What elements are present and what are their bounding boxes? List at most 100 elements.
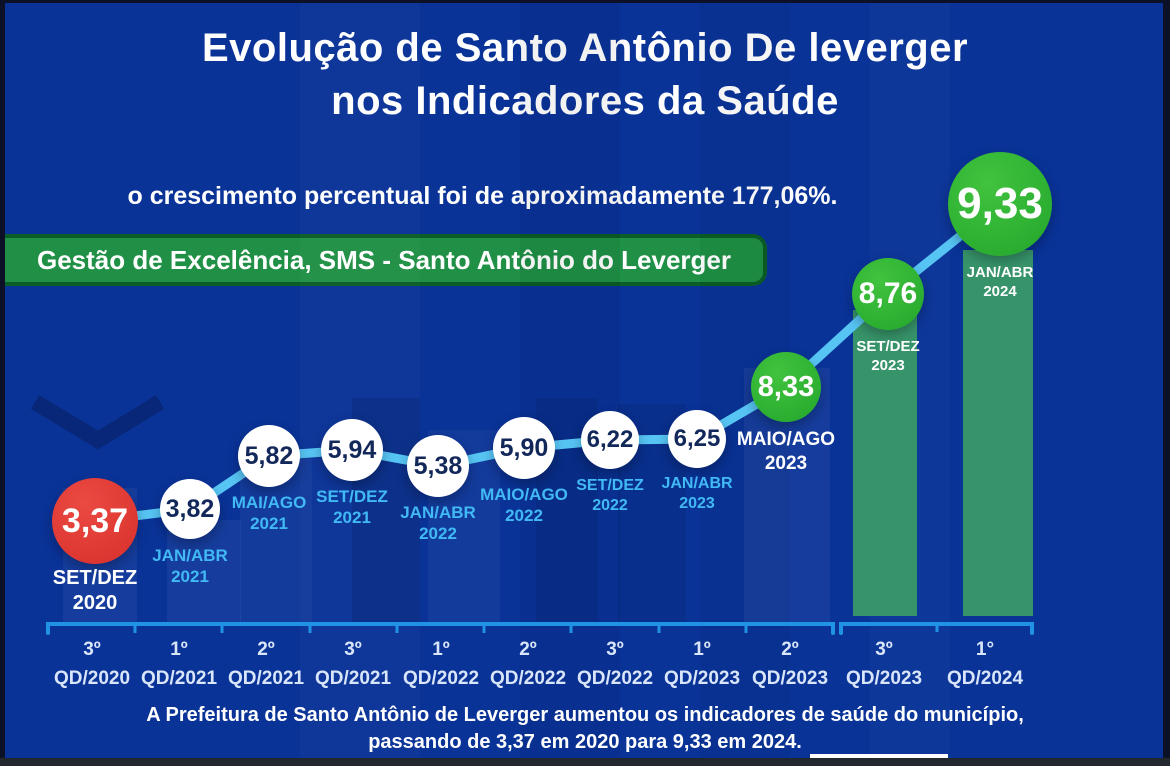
x-axis-ordinal: 3º (344, 639, 362, 660)
page-title-line1: Evolução de Santo Antônio De leverger (201, 26, 969, 70)
x-axis-period: QD/2021 (140, 667, 218, 689)
year-line: 2024 (983, 282, 1017, 300)
period-label: JAN/ABR 2023 (661, 474, 732, 514)
year-line: 2023 (679, 495, 715, 512)
period-line: MAIO/AGO (736, 429, 836, 450)
period-line: SET/DEZ (576, 477, 644, 494)
data-point-value: 5,94 (327, 435, 377, 464)
period-label: SET/DEZ 2022 (576, 476, 644, 516)
x-axis-ordinal: 1º (170, 639, 188, 660)
x-axis-label: 2º QD/2023 (752, 636, 828, 693)
period-label: SET/DEZ 2021 (316, 486, 388, 529)
period-line: MAIO/AGO (480, 485, 568, 504)
x-axis-period: QD/2021 (314, 667, 392, 689)
period-line: MAI/AGO (231, 493, 307, 512)
data-point-jan-abr-2023: 6,25 (668, 410, 726, 468)
x-axis-period: QD/2022 (576, 667, 654, 689)
x-axis-period: QD/2023 (751, 667, 829, 689)
chevron-decoration (30, 395, 165, 450)
data-point-jan-abr-2022: 5,38 (407, 435, 469, 497)
x-axis-label: 1º QD/2021 (141, 636, 217, 693)
period-line: JAN/ABR (966, 264, 1034, 281)
period-label: SET/DEZ 2023 (856, 338, 919, 376)
x-axis (46, 622, 1034, 635)
year-line: 2022 (505, 506, 543, 526)
data-point-value: 5,90 (499, 433, 549, 462)
management-banner: Gestão de Excelência, SMS - Santo Antôni… (5, 234, 767, 286)
data-point-value: 3,82 (165, 494, 215, 523)
period-label: MAIO/AGO 2022 (480, 484, 568, 527)
year-line: 2022 (419, 524, 457, 544)
period-line: SET/DEZ (316, 487, 388, 506)
frame-edge-left (0, 0, 5, 766)
frame-edge-bottom (0, 758, 1170, 766)
x-axis-period: QD/2021 (227, 667, 305, 689)
data-point-value: 6,22 (586, 426, 634, 453)
footer-line1: A Prefeitura de Santo Antônio de Leverge… (146, 704, 1024, 726)
growth-subtitle: o crescimento percentual foi de aproxima… (127, 182, 838, 210)
data-point-value: 8,76 (858, 277, 918, 310)
underline-decoration (810, 754, 948, 759)
period-label: SET/DEZ 2020 (53, 566, 137, 616)
year-line: 2023 (764, 452, 808, 474)
period-label: JAN/ABR 2022 (400, 502, 476, 545)
ghost-bars (63, 368, 830, 622)
period-label: MAI/AGO 2021 (232, 492, 307, 535)
x-axis-ordinal: 1º (693, 639, 711, 660)
page-title: Evolução de Santo Antônio De leverger no… (0, 22, 1170, 128)
data-point-mai-ago-2021: 5,82 (238, 425, 300, 487)
x-axis-ordinal: 1° (975, 639, 995, 660)
year-line: 2021 (171, 567, 209, 587)
x-axis-label: 3º QD/2021 (315, 636, 391, 693)
year-line: 2020 (72, 592, 118, 614)
x-axis-label: 1º QD/2022 (403, 636, 479, 693)
data-point-maio-ago-2022: 5,90 (493, 417, 555, 479)
year-line: 2022 (592, 497, 628, 514)
x-axis-label: 2º QD/2022 (490, 636, 566, 693)
x-axis-period: QD/2023 (663, 667, 741, 689)
data-point-value: 5,38 (413, 451, 463, 480)
bar-jan-abr-2024 (963, 250, 1033, 616)
data-point-maio-ago-2023: 8,33 (751, 352, 821, 422)
x-axis-ordinal: 3º (875, 639, 893, 660)
data-point-set-dez-2023: 8,76 (852, 258, 924, 330)
x-axis-label: 1º QD/2023 (664, 636, 740, 693)
x-axis-label: 3º QD/2023 (846, 636, 922, 693)
x-axis-period: QD/2023 (845, 667, 923, 689)
data-point-value: 5,82 (244, 441, 294, 470)
management-banner-label: Gestão de Excelência, SMS - Santo Antôni… (37, 244, 731, 275)
period-label: MAIO/AGO 2023 (737, 428, 835, 476)
page-title-line2: nos Indicadores da Saúde (331, 78, 839, 123)
x-axis-ordinal: 1º (432, 639, 450, 660)
period-line: JAN/ABR (400, 503, 476, 522)
data-point-set-dez-2022: 6,22 (581, 411, 639, 469)
x-axis-period: QD/2024 (946, 667, 1024, 689)
x-axis-period: QD/2022 (489, 667, 567, 689)
x-axis-ordinal: 2º (257, 639, 275, 660)
x-axis-ordinal: 3º (606, 639, 624, 660)
year-line: 2021 (250, 514, 288, 534)
data-point-jan-abr-2024: 9,33 (948, 152, 1052, 256)
period-line: JAN/ABR (152, 546, 228, 565)
x-axis-period: QD/2022 (402, 667, 480, 689)
period-line: JAN/ABR (661, 475, 733, 492)
footer-line2: passando de 3,37 em 2020 para 9,33 em 20… (368, 731, 802, 753)
x-axis-ordinal: 3º (83, 639, 101, 660)
x-axis-label: 1° QD/2024 (947, 636, 1023, 693)
data-point-value: 3,37 (61, 501, 129, 540)
x-axis-ordinal: 2º (781, 639, 799, 660)
frame-edge-top (0, 0, 1170, 3)
x-axis-period: QD/2020 (53, 667, 131, 689)
x-axis-label: 3º QD/2022 (577, 636, 653, 693)
year-line: 2023 (871, 356, 905, 374)
data-point-value: 8,33 (757, 370, 815, 403)
period-line: SET/DEZ (856, 338, 920, 355)
data-point-value: 9,33 (957, 179, 1043, 228)
footer-summary: A Prefeitura de Santo Antônio de Leverge… (0, 702, 1170, 756)
period-label: JAN/ABR 2024 (967, 264, 1034, 302)
x-axis-label: 2º QD/2021 (228, 636, 304, 693)
data-point-value: 6,25 (673, 425, 721, 452)
x-axis-ordinal: 2º (519, 639, 537, 660)
